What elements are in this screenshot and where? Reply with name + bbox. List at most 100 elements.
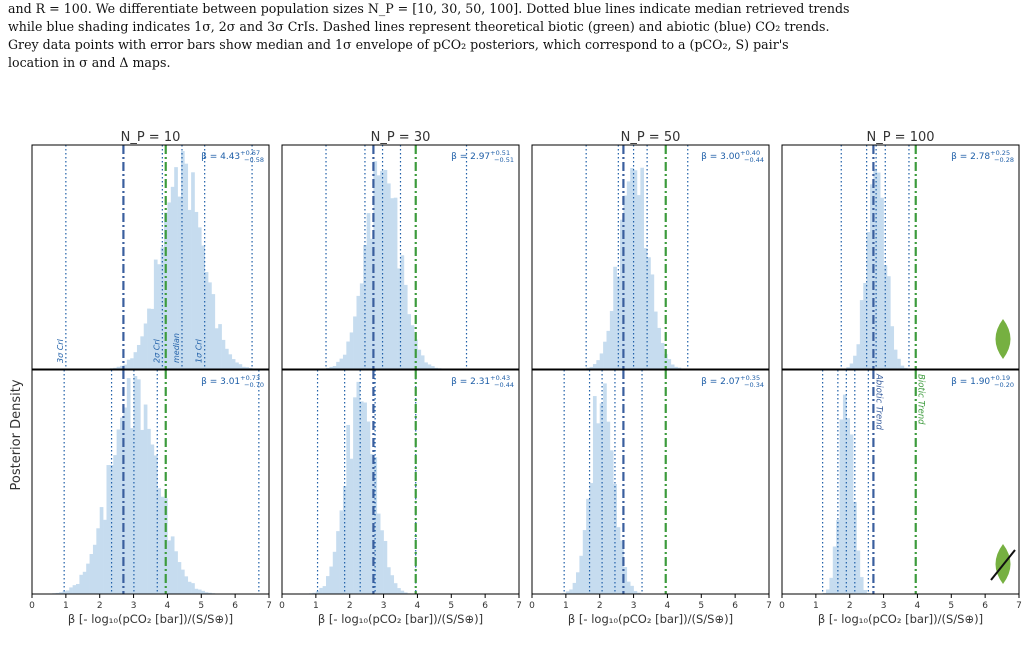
hist-bar — [208, 282, 212, 369]
hist-bar — [103, 519, 107, 594]
hist-bar — [670, 364, 675, 369]
hist-bar — [667, 359, 672, 369]
hist-bar — [147, 308, 151, 369]
hist-bar — [650, 274, 655, 369]
hist-bar — [849, 434, 854, 594]
hist-bar — [130, 358, 134, 369]
hist-bar — [390, 575, 395, 594]
hist-bar — [592, 396, 597, 594]
hist-bar — [326, 576, 330, 594]
hist-bar — [363, 244, 367, 369]
hist-bar — [228, 354, 233, 369]
hist-bar — [130, 428, 134, 594]
hist-bar — [366, 421, 371, 594]
beta-label: β = 3.00+0.40 −0.44 — [701, 149, 764, 164]
hist-bar — [373, 161, 378, 369]
hist-bar — [235, 362, 239, 369]
hist-bar — [589, 366, 594, 369]
plot-frame — [781, 144, 1020, 370]
hist-bar — [231, 359, 236, 369]
hist-bar — [140, 336, 145, 369]
x-tick-label: 3 — [131, 601, 137, 611]
x-tick-label: 4 — [415, 601, 421, 611]
x-tick-label: 7 — [266, 601, 272, 611]
hist-bar — [373, 457, 378, 594]
biotic-trend-label: Biotic Trend — [916, 374, 926, 425]
hist-bar — [356, 381, 361, 594]
hist-bar — [170, 186, 175, 369]
hist-bar — [582, 530, 587, 594]
hist-bar — [660, 342, 665, 369]
hist-bar — [434, 367, 439, 369]
hist-bar — [626, 181, 631, 369]
hist-bar — [866, 232, 871, 369]
hist-bar — [876, 172, 881, 369]
hist-bar — [380, 530, 384, 594]
beta-label: β = 4.43+0.67 −0.58 — [201, 149, 264, 164]
abiotic-trend-label: Abiotic Trend — [873, 373, 883, 430]
hist-bar — [55, 592, 60, 594]
hist-bar — [873, 168, 878, 369]
hist-bar — [386, 567, 391, 594]
beta-label: β = 2.97+0.51 −0.51 — [451, 149, 514, 164]
hist-bar — [319, 587, 323, 594]
hist-bar — [86, 563, 90, 594]
figure-caption: and R = 100. We differentiate between po… — [8, 0, 1028, 72]
hist-bar — [596, 423, 601, 594]
hist-bar — [596, 360, 601, 369]
hist-bar — [383, 169, 388, 369]
hist-bar — [126, 359, 131, 369]
hist-bar — [356, 295, 361, 369]
hist-bar — [609, 310, 614, 369]
hist-bar — [856, 550, 861, 594]
hist-bar — [157, 264, 161, 369]
hist-bar — [633, 590, 638, 594]
x-tick-label: 5 — [448, 601, 454, 611]
hist-bar — [886, 276, 891, 369]
panel-title: N_P = 100 — [866, 130, 934, 145]
x-tick-label: 0 — [29, 601, 35, 611]
beta-label: β = 2.31+0.43 −0.44 — [451, 374, 514, 389]
hist-bar — [376, 175, 381, 369]
hist-bar — [630, 167, 634, 369]
hist-bar — [376, 513, 381, 594]
caption-line-2: while blue shading indicates 1σ, 2σ and … — [8, 19, 830, 34]
hist-bar — [897, 358, 901, 369]
hist-bar — [82, 571, 87, 594]
plot-frame — [531, 144, 770, 370]
hist-bar — [150, 444, 155, 594]
hist-bar — [893, 349, 898, 369]
beta-label: β = 3.01+0.73 −0.70 — [201, 374, 264, 389]
hist-bar — [603, 383, 607, 594]
hist-bar — [606, 421, 611, 594]
hist-bar — [201, 245, 205, 369]
hist-bar — [370, 454, 374, 594]
x-tick-label: 4 — [665, 601, 671, 611]
panel-bottom-1: β = 3.01+0.73 −0.70 0 1 2 3 4 5 6 7 β [- log₁₀(pCO… — [29, 369, 272, 626]
hist-bar — [565, 591, 570, 594]
hist-bar — [359, 401, 364, 594]
hist-bar — [626, 581, 631, 594]
hist-bar — [120, 417, 124, 594]
x-tick-label: 5 — [948, 601, 954, 611]
hist-bar — [126, 378, 131, 594]
plot-frame — [31, 369, 270, 595]
hist-bar — [853, 355, 857, 369]
hist-bar — [143, 404, 148, 594]
hist-bar — [177, 562, 182, 594]
x-tick-label: 1 — [313, 601, 319, 611]
panel-top-2: N_P = 30 β = 2.97+0.51 −0.51 — [281, 130, 520, 370]
hist-bar — [170, 536, 175, 594]
hist-bar — [194, 588, 199, 594]
panel-bottom-2: β = 2.31+0.43 −0.44 0 1 2 3 4 5 6 7 β [- log₁₀(pCO… — [279, 369, 522, 626]
hist-bar — [79, 574, 84, 594]
panel-bottom-3: β = 2.07+0.35 −0.34 0 1 2 3 4 5 6 7 β [- log₁₀(pCO… — [529, 369, 772, 626]
hist-bar — [586, 367, 590, 369]
panel-grid: N_P = 10 β = 4.43+0.67 −0.58 3σ CrI 2σ CrI me… — [29, 130, 1022, 626]
hist-bar — [386, 183, 391, 369]
hist-bar — [856, 344, 861, 369]
hist-bar — [208, 592, 212, 594]
hist-bar — [613, 266, 617, 369]
hist-bar — [403, 592, 408, 594]
